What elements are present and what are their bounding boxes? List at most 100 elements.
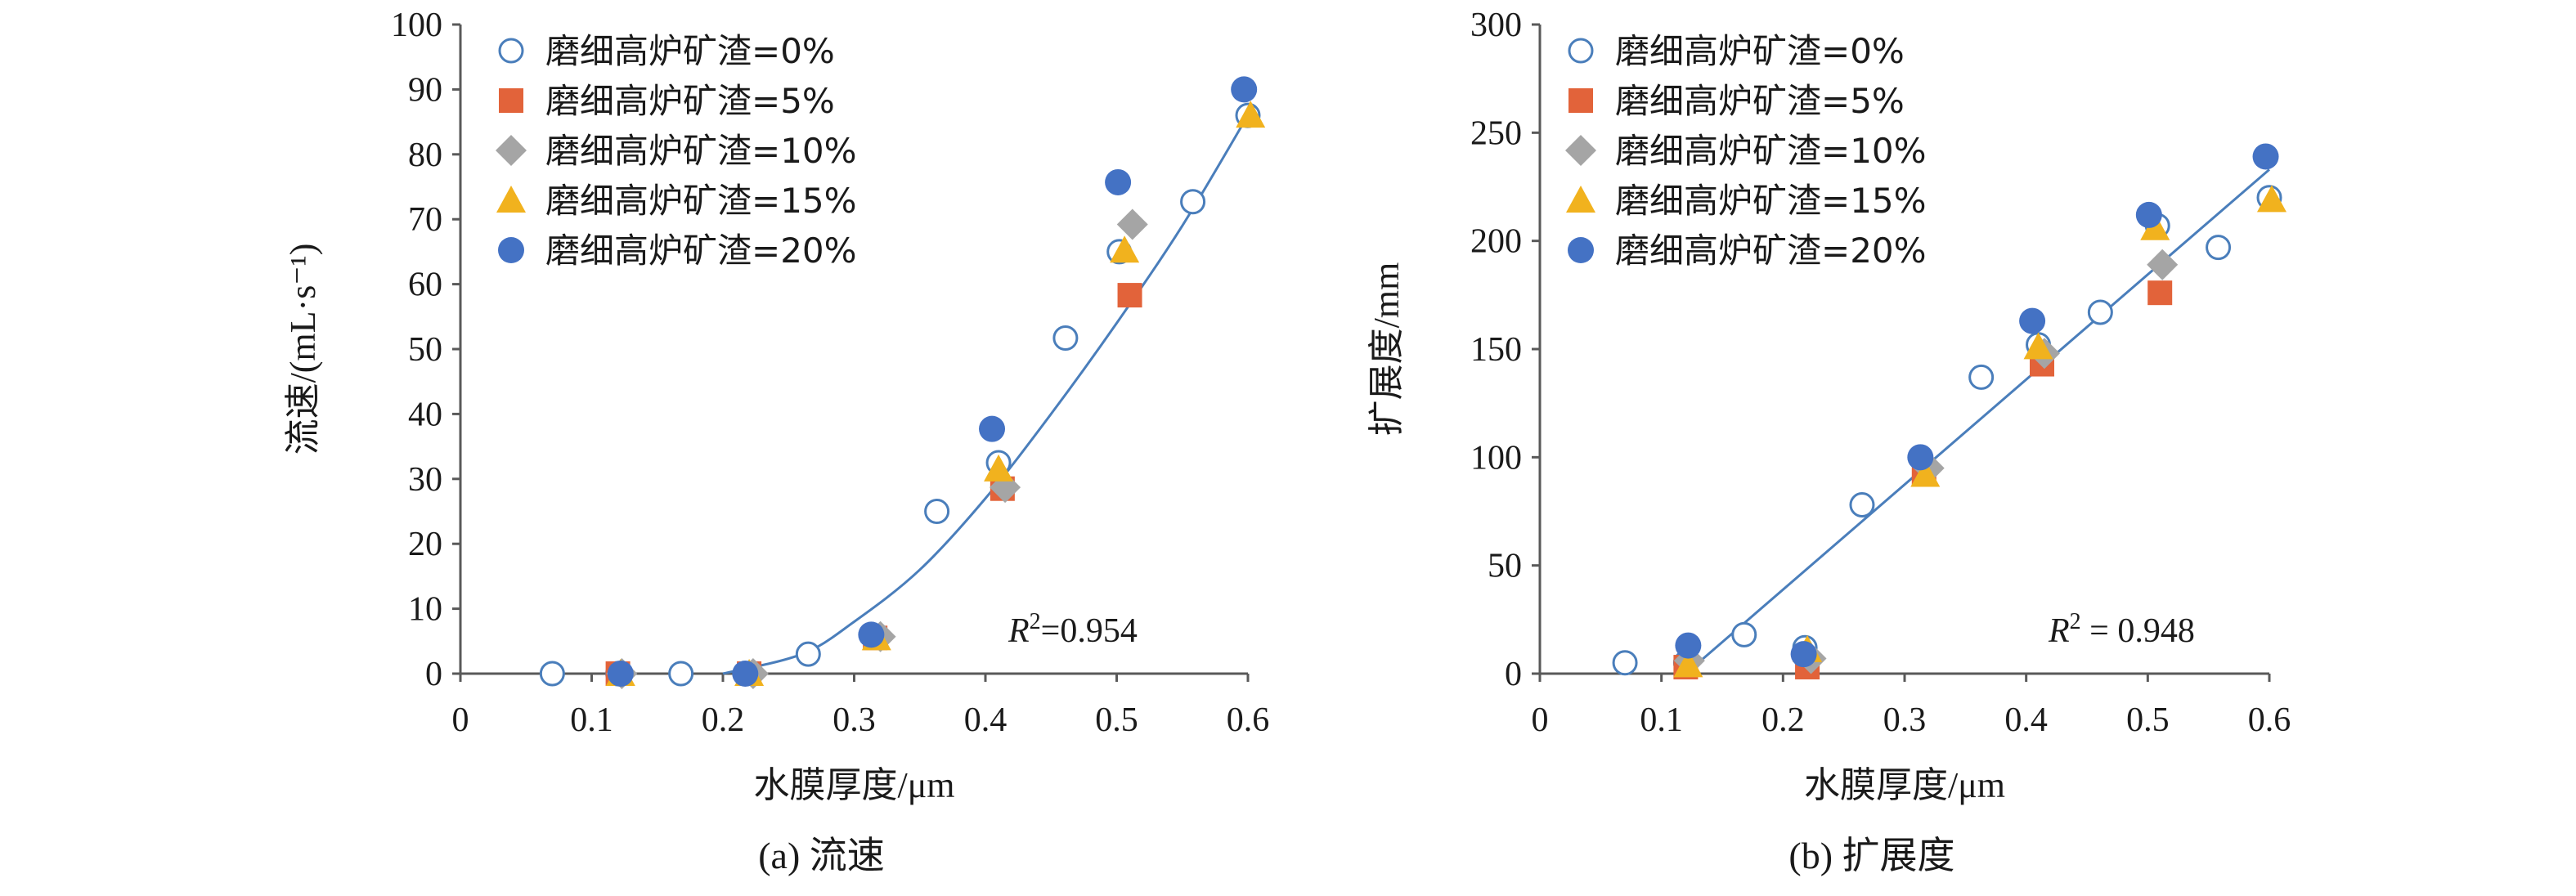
- legend-marker: [1568, 237, 1594, 263]
- data-point: [1116, 208, 1148, 240]
- data-point: [2140, 213, 2170, 240]
- data-point: [1910, 459, 1941, 487]
- y-axis-ticks: 0 50 100 150 200 250 300: [1470, 7, 1540, 693]
- x-axis-ticks: 0 0.1 0.2 0.3 0.4 0.5 0.6: [1532, 674, 2291, 739]
- y-tick-label: 90: [408, 71, 442, 109]
- data-point: [2023, 332, 2053, 360]
- legend: 磨细高炉矿渣=0% 磨细高炉矿渣=5% 磨细高炉矿渣=10% 磨细高炉矿渣=15% 磨细…: [496, 31, 857, 271]
- data-point: [2019, 307, 2046, 334]
- y-axis-label: 流速/(mL·s⁻¹): [283, 244, 323, 455]
- x-tick-label: 0.1: [1640, 701, 1683, 739]
- data-point: [1673, 650, 1703, 678]
- y-tick-label: 60: [408, 267, 442, 304]
- series-circle: [607, 76, 1258, 687]
- legend-marker: [498, 38, 524, 64]
- legend-marker: [1568, 38, 1594, 64]
- data-point: [1612, 650, 1638, 676]
- legend-label: 磨细高炉矿渣=20%: [1615, 231, 1927, 271]
- data-point: [1849, 492, 1875, 518]
- data-point: [1731, 621, 1757, 647]
- y-axis-label: 扩展度/mm: [1367, 262, 1407, 437]
- x-axis-label: 水膜厚度/μm: [1804, 765, 2005, 805]
- y-tick-label: 100: [391, 7, 442, 44]
- x-tick-label: 0: [1532, 701, 1549, 739]
- data-point: [2256, 185, 2287, 213]
- y-tick-label: 150: [1470, 331, 1522, 369]
- x-tick-label: 0: [452, 701, 469, 739]
- y-tick-label: 250: [1470, 114, 1522, 152]
- data-point: [2147, 280, 2173, 306]
- data-point: [2135, 201, 2162, 228]
- legend-marker: [499, 88, 523, 113]
- y-tick-label: 70: [408, 201, 442, 239]
- data-point: [1231, 76, 1258, 103]
- legend-label: 磨细高炉矿渣=15%: [1615, 181, 1927, 221]
- data-point: [1236, 101, 1266, 128]
- chart-spread: 0 50 100 150 200 250 300 0 0.1 0.2 0.3 0.4 0.5 0.6 磨…: [1367, 7, 2291, 876]
- y-tick-label: 20: [408, 526, 442, 563]
- legend-marker: [498, 237, 524, 263]
- y-tick-label: 50: [1488, 548, 1522, 585]
- legend-label: 磨细高炉矿渣=15%: [545, 181, 857, 221]
- data-point: [2252, 143, 2279, 170]
- legend-label: 磨细高炉矿渣=20%: [545, 231, 857, 271]
- chart-caption: (a) 流速: [758, 835, 885, 876]
- data-point: [984, 454, 1014, 482]
- data-point: [1790, 641, 1817, 668]
- x-axis-ticks: 0 0.1 0.2 0.3 0.4 0.5 0.6: [452, 674, 1270, 739]
- x-tick-label: 0.5: [2126, 701, 2170, 739]
- legend-label: 磨细高炉矿渣=5%: [1615, 81, 1905, 121]
- data-point: [732, 661, 759, 687]
- data-point: [924, 499, 950, 524]
- data-point: [979, 415, 1006, 442]
- x-tick-label: 0.4: [2004, 701, 2048, 739]
- y-tick-label: 100: [1470, 439, 1522, 477]
- legend-label: 磨细高炉矿渣=0%: [1615, 31, 1905, 71]
- data-point: [1105, 168, 1132, 195]
- data-point: [1110, 235, 1140, 263]
- y-tick-label: 50: [408, 331, 442, 369]
- y-tick-label: 30: [408, 461, 442, 499]
- y-tick-label: 80: [408, 137, 442, 174]
- data-point: [1180, 189, 1206, 215]
- data-point: [1675, 632, 1702, 659]
- data-point: [2087, 299, 2113, 325]
- trendline: [1685, 168, 2270, 675]
- y-tick-label: 40: [408, 396, 442, 433]
- x-tick-label: 0.3: [832, 701, 876, 739]
- data-point: [1052, 325, 1079, 352]
- data-point: [858, 621, 885, 648]
- data-point: [2206, 235, 2232, 261]
- data-point: [607, 661, 634, 687]
- data-points: [539, 76, 1266, 689]
- legend-label: 磨细高炉矿渣=0%: [545, 31, 835, 71]
- data-point: [1117, 283, 1142, 308]
- legend-marker: [1565, 135, 1596, 166]
- data-points: [1612, 143, 2287, 680]
- r-squared-annotation: R2 = 0.948: [2048, 609, 2195, 650]
- x-tick-label: 0.4: [964, 701, 1008, 739]
- data-point: [795, 641, 821, 667]
- legend: 磨细高炉矿渣=0% 磨细高炉矿渣=5% 磨细高炉矿渣=10% 磨细高炉矿渣=15% 磨细…: [1565, 31, 1927, 271]
- legend-label: 磨细高炉矿渣=10%: [1615, 131, 1927, 171]
- x-tick-label: 0.3: [1883, 701, 1927, 739]
- chart-caption: (b) 扩展度: [1788, 835, 1954, 876]
- legend-label: 磨细高炉矿渣=10%: [545, 131, 857, 171]
- r-squared-annotation: R2=0.954: [1008, 609, 1138, 650]
- data-point: [668, 661, 694, 687]
- x-tick-label: 0.2: [1761, 701, 1805, 739]
- y-axis-ticks: 0 10 20 30 40 50 60 70 80 90 100: [391, 7, 460, 693]
- x-tick-label: 0.5: [1095, 701, 1138, 739]
- x-tick-label: 0.1: [570, 701, 613, 739]
- legend-marker: [496, 135, 527, 166]
- y-tick-label: 300: [1470, 7, 1522, 44]
- y-tick-label: 0: [425, 656, 442, 693]
- data-point: [1968, 364, 1995, 390]
- x-tick-label: 0.6: [1227, 701, 1270, 739]
- y-tick-label: 10: [408, 591, 442, 629]
- series-circle: [1675, 143, 2279, 668]
- legend-marker: [496, 186, 526, 213]
- data-point: [539, 661, 565, 687]
